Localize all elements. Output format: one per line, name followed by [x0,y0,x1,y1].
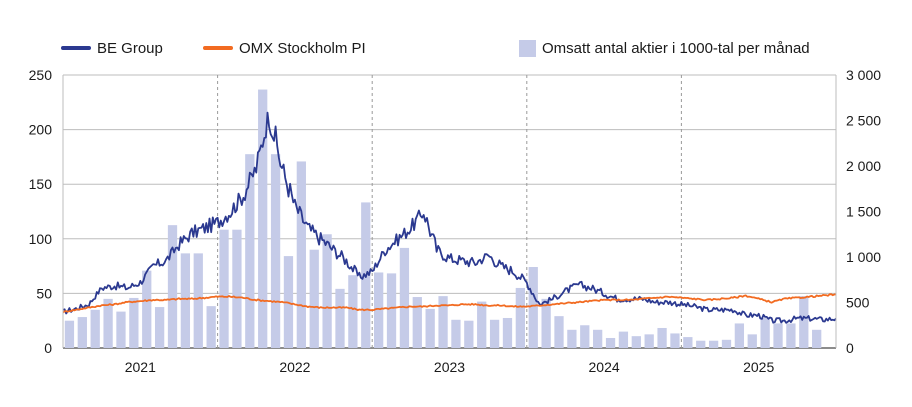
volume-bar [386,273,397,348]
volume-bar [142,270,152,348]
volume-bar [799,296,809,348]
volume-bar [154,307,165,348]
volume-bar [374,272,384,348]
volume-bar [541,298,551,348]
series-lines [62,111,837,324]
volume-bar [554,316,564,348]
volume-bar [528,267,538,348]
volume-bar [180,253,191,348]
volume-bar [593,329,603,348]
volume-bar [631,336,641,348]
volume-bar [605,337,616,348]
volume-bar [696,340,706,348]
x-tick-label: 2025 [743,359,774,375]
volume-bar [760,317,770,348]
volume-bar [193,253,203,348]
grid-lines [63,74,836,349]
volume-bar [438,296,448,348]
y-right-tick-label: 1 500 [846,204,881,220]
x-tick-label: 2024 [589,359,620,375]
volume-bar [129,297,139,348]
y-left-tick-label: 100 [29,231,53,247]
volume-bar [644,334,654,348]
legend: BE Group OMX Stockholm PI Omsatt antal akt… [61,40,810,57]
volume-bar [322,234,332,348]
volume-bar [734,323,745,348]
volume-bar [77,317,87,348]
volume-bar [747,334,757,348]
omx-line [62,293,837,314]
volume-bar [245,154,255,348]
y-left-tick-label: 150 [29,176,53,192]
y-left-tick-label: 200 [29,122,53,138]
y-right-tick-label: 500 [846,295,870,311]
volume-bar [116,311,126,348]
volume-bar [721,339,732,348]
volume-bar [206,306,216,348]
volume-bar [580,325,590,348]
volume-bar [103,298,113,348]
volume-bar [464,320,474,348]
legend-swatch-volume [519,40,536,57]
y-right-tick-label: 2 500 [846,113,881,129]
y-left-tick-label: 250 [29,67,53,83]
volume-bar [657,327,667,348]
y-right-tick-label: 0 [846,340,854,356]
volume-bar [412,297,422,348]
volume-bar [489,319,500,348]
volume-bar [90,309,100,348]
legend-label-be-group: BE Group [97,40,163,57]
volume-bar [348,275,358,348]
y-right-tick-label: 2 000 [846,158,881,174]
volume-bar [64,320,75,348]
x-tick-label: 2021 [125,359,156,375]
volume-bar [167,225,178,348]
volume-bar [451,319,461,348]
volume-bar [270,154,281,348]
x-tick-label: 2023 [434,359,465,375]
volume-bar [618,331,629,348]
volume-bar [296,161,306,348]
legend-label-volume: Omsatt antal aktier i 1000-tal per månad [542,40,810,57]
volume-bar [567,329,577,348]
volume-bar [335,288,345,348]
axes: 0 50 100 150 200 250 0 500 1 000 1 500 2 000 2 500 3… [29,67,882,375]
y-right-tick-label: 1 000 [846,249,881,265]
volume-bar [477,301,487,348]
volume-bar [670,333,680,348]
volume-bar [786,323,796,348]
be-group-line [62,111,837,324]
volume-bar [502,317,513,348]
volume-bar [425,308,435,348]
volume-bar [708,340,719,348]
x-tick-label: 2022 [279,359,310,375]
volume-bar [309,249,319,348]
y-left-tick-label: 0 [44,340,52,356]
y-left-tick-label: 50 [36,285,52,301]
volume-bar [219,229,229,348]
volume-bar [683,337,693,348]
legend-label-omx: OMX Stockholm PI [239,40,366,57]
y-right-tick-label: 3 000 [846,67,881,83]
volume-bar [232,229,242,348]
volume-bar [515,287,525,348]
volume-bar [399,247,410,348]
volume-bar [773,323,783,348]
volume-bar [258,89,268,348]
volume-bar [812,329,822,348]
